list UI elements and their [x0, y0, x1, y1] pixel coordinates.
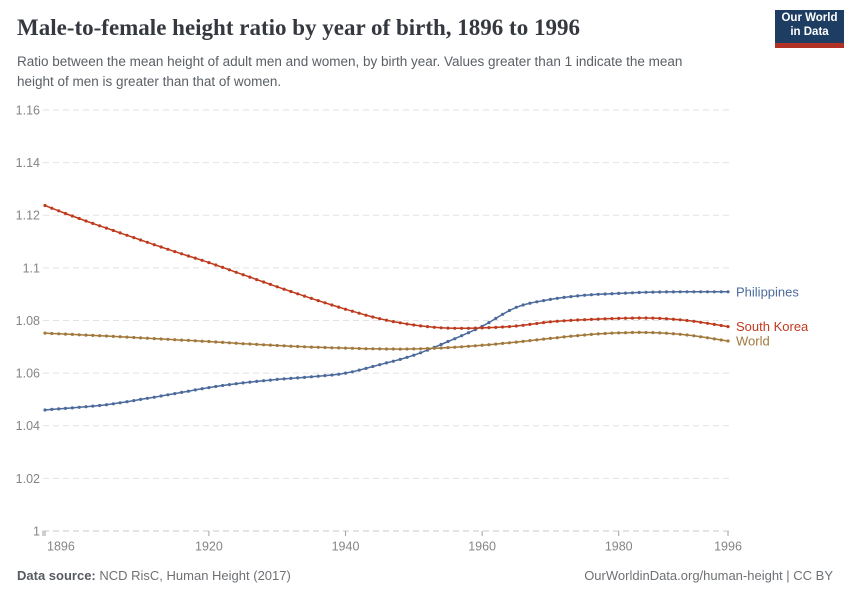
y-tick-label: 1.16 [16, 103, 40, 117]
x-tick-label: 1940 [332, 539, 360, 553]
y-tick-label: 1.04 [16, 419, 40, 433]
series-philippines[interactable] [43, 290, 730, 412]
owid-logo-text: Our World in Data [775, 10, 844, 39]
data-source-text: NCD RisC, Human Height (2017) [95, 567, 291, 583]
owid-logo[interactable]: Our World in Data [775, 10, 844, 48]
series-label-world[interactable]: World [736, 334, 770, 349]
owid-logo-accent-bar [775, 43, 844, 48]
owid-logo-line1: Our World [781, 12, 838, 24]
series-world[interactable] [43, 330, 730, 351]
data-source-label: Data source: [17, 567, 96, 583]
series-label-south-korea[interactable]: South Korea [736, 319, 809, 334]
data-source: Data source: NCD RisC, Human Height (201… [17, 568, 291, 583]
series-label-philippines[interactable]: Philippines [736, 284, 799, 299]
y-tick-label: 1.12 [16, 209, 40, 223]
x-tick-label: 1920 [195, 539, 223, 553]
y-tick-label: 1.14 [16, 156, 40, 170]
x-tick-label: 1980 [605, 539, 633, 553]
y-tick-label: 1.08 [16, 314, 40, 328]
owid-logo-line2: in Data [790, 25, 829, 38]
page-title: Male-to-female height ratio by year of b… [17, 15, 580, 40]
chart-subtitle: Ratio between the mean height of adult m… [17, 54, 683, 89]
x-tick-label: 1896 [47, 539, 75, 553]
y-tick-label: 1.02 [16, 472, 40, 486]
series-line-world [44, 331, 729, 350]
y-tick-label: 1.1 [23, 261, 40, 275]
y-tick-label: 1 [33, 524, 40, 538]
x-tick-label: 1960 [468, 539, 496, 553]
series-south-korea[interactable] [43, 203, 730, 330]
series-line-south-korea [44, 204, 729, 330]
chart-footer: Data source: NCD RisC, Human Height (201… [17, 564, 833, 586]
y-tick-label: 1.06 [16, 367, 40, 381]
x-tick-label: 1996 [714, 539, 742, 553]
series-line-philippines [44, 291, 728, 411]
attribution-link[interactable]: OurWorldinData.org/human-height | CC BY [584, 567, 833, 583]
